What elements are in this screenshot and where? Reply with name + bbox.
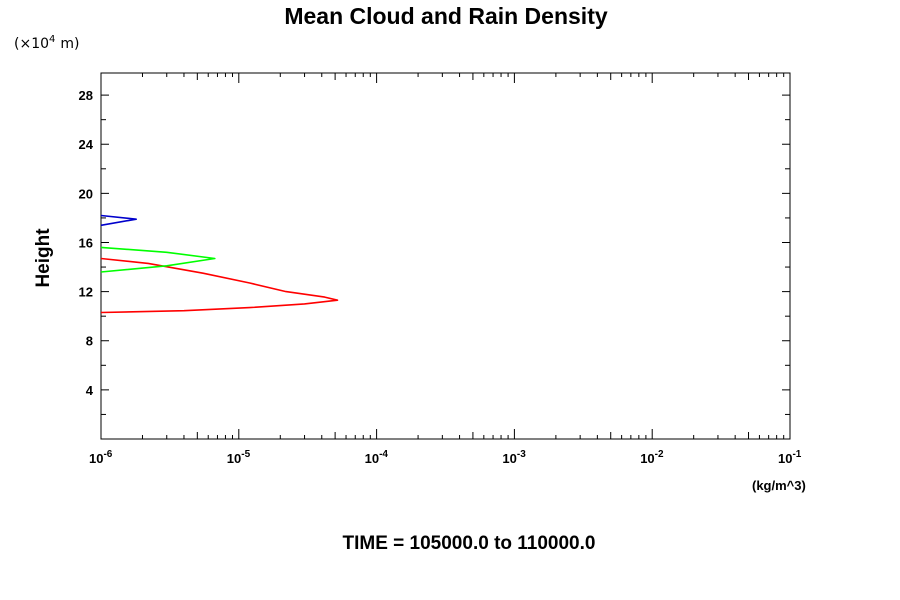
y-tick-label: 28	[79, 88, 93, 103]
x-tick-base: 10	[640, 451, 654, 466]
series-line-2	[100, 246, 216, 273]
x-tick-exponent: -6	[103, 449, 112, 460]
x-tick-base: 10	[502, 451, 516, 466]
x-tick-exponent: -4	[379, 449, 388, 460]
x-tick-label: 10-4	[365, 449, 389, 466]
y-scale-exponent: 4	[49, 34, 55, 45]
time-range-label: TIME = 105000.0 to 110000.0	[343, 533, 596, 554]
y-tick-label: 16	[79, 235, 93, 250]
y-tick-label: 8	[86, 334, 93, 349]
y-axis-label: Height	[33, 228, 54, 288]
y-tick-label: 12	[79, 285, 93, 300]
x-axis-unit: (kg/m^3)	[752, 478, 806, 493]
y-axis-ticks: 4 8 12 16 20 24 28	[79, 88, 790, 415]
y-scale-label: (×104 m)	[14, 34, 80, 52]
x-tick-exponent: -5	[241, 449, 250, 460]
x-axis-ticks: 10-6 10-5 10-4 10-3 10-2 10-1	[89, 73, 802, 466]
y-scale-unit: m)	[60, 36, 79, 52]
series-line-3	[100, 214, 137, 227]
x-tick-label: 10-1	[778, 449, 802, 466]
x-tick-label: 10-3	[502, 449, 526, 466]
plot-frame	[100, 72, 791, 440]
x-tick-base: 10	[365, 451, 379, 466]
y-tick-label: 24	[79, 137, 94, 152]
x-tick-label: 10-2	[640, 449, 664, 466]
x-tick-label: 10-5	[227, 449, 251, 466]
y-tick-label: 20	[79, 186, 93, 201]
y-tick-label: 4	[86, 383, 94, 398]
chart-title: Mean Cloud and Rain Density	[284, 3, 608, 29]
x-tick-exponent: -2	[655, 449, 664, 460]
x-tick-exponent: -3	[517, 449, 526, 460]
x-tick-exponent: -1	[792, 449, 801, 460]
y-scale-prefix: (×10	[14, 36, 49, 52]
x-tick-base: 10	[778, 451, 792, 466]
x-tick-base: 10	[227, 451, 241, 466]
series-line-1	[100, 257, 339, 314]
x-tick-label: 10-6	[89, 449, 113, 466]
x-tick-base: 10	[89, 451, 103, 466]
data-series	[100, 214, 339, 314]
